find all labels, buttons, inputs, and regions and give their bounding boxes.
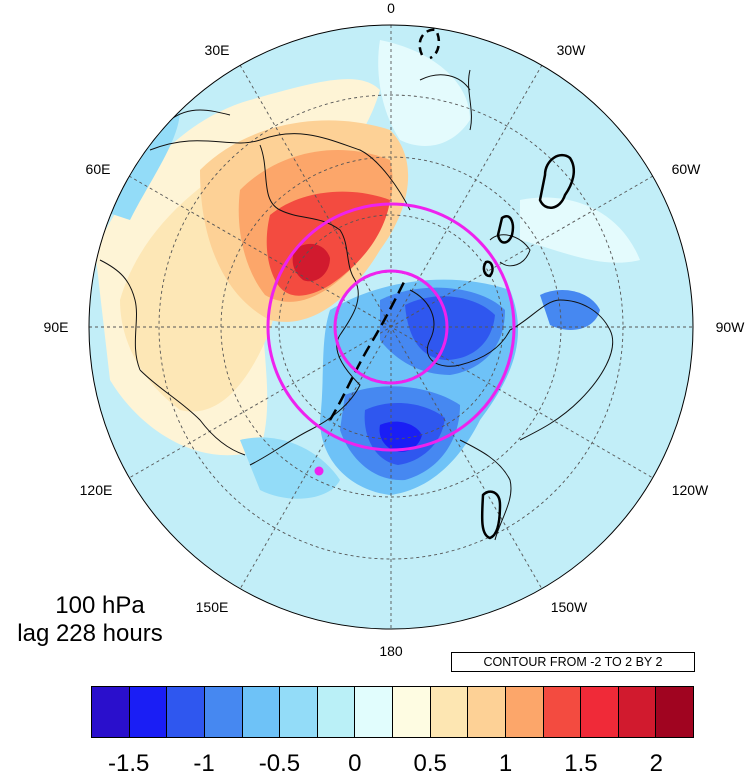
highlight-marker-dot [314, 466, 324, 476]
contour-positive-pacific [480, 490, 502, 540]
colorbar-box-12 [543, 687, 582, 737]
colorbar-box-9 [430, 687, 469, 737]
contour-info-box: CONTOUR FROM -2 TO 2 BY 2 [451, 652, 695, 672]
lon-label-90w: 90W [716, 319, 746, 335]
colorbar-box-3 [204, 687, 243, 737]
colorbar-box-0 [92, 687, 130, 737]
colorbar-box-11 [505, 687, 544, 737]
colorbar-box-2 [167, 687, 205, 737]
shading-pale-east [520, 197, 640, 263]
colorbar-tick-label: 0.5 [413, 750, 447, 777]
colorbar-box-8 [393, 687, 431, 737]
lon-label-60e: 60E [86, 161, 111, 177]
map-disk [89, 25, 693, 629]
colorbar-box-5 [280, 687, 318, 737]
colorbar-box-15 [656, 687, 693, 737]
lon-label-180: 180 [379, 643, 403, 659]
colorbar-box-10 [468, 687, 506, 737]
colorbar-box-13 [581, 687, 619, 737]
colorbar-box-14 [618, 687, 657, 737]
contour-positive-baffin [496, 215, 515, 244]
colorbar-tick-labels: -1.5 -1 -0.5 0 0.5 1 1.5 2 [0, 750, 749, 780]
shading-cold-pacific [240, 437, 340, 499]
contour-negative-dashed-north [418, 28, 441, 60]
lon-label-150e: 150E [196, 599, 229, 615]
contour-negative-dashed [328, 279, 407, 421]
map-boundary [88, 24, 694, 630]
colorbar-tick-label: 0 [348, 750, 362, 777]
shading-cold-peak-bering [379, 421, 422, 452]
coastlines [99, 69, 614, 541]
lon-label-90e: 90E [44, 319, 69, 335]
lon-label-150w: 150W [551, 599, 588, 615]
lon-label-30w: 30W [557, 42, 587, 58]
contour-positive-small [482, 260, 494, 278]
highlight-circle-inner [333, 269, 449, 385]
colorbar-box-4 [242, 687, 281, 737]
lon-label-0: 0 [387, 0, 395, 16]
colorbar-tick-label: 1.5 [564, 750, 598, 777]
colorbar-box-1 [129, 687, 168, 737]
lon-label-120e: 120E [80, 482, 113, 498]
lag-label: lag 228 hours [17, 620, 163, 647]
shading-warm-peak [292, 243, 330, 282]
colorbar [91, 686, 694, 738]
colorbar-tick-label: -0.5 [258, 750, 301, 777]
highlight-circle-outer [266, 202, 516, 452]
colorbar-box-7 [355, 687, 393, 737]
colorbar-tick-label: 2 [649, 750, 663, 777]
lon-label-30e: 30E [205, 42, 230, 58]
shading-pale-north [378, 40, 470, 146]
longitude-grid [89, 25, 693, 629]
lon-label-60w: 60W [672, 161, 702, 177]
contour-positive-greenland [538, 153, 576, 209]
level-label: 100 hPa [55, 592, 145, 619]
lon-label-120w: 120W [672, 482, 709, 498]
colorbar-tick-label: -1 [193, 750, 215, 777]
colorbar-tick-label: 1 [498, 750, 513, 777]
shading-cold-hudson [540, 290, 600, 330]
colorbar-tick-label: -1.5 [108, 750, 150, 777]
shading-cold-core-arctic [405, 296, 495, 360]
colorbar-box-6 [317, 687, 356, 737]
